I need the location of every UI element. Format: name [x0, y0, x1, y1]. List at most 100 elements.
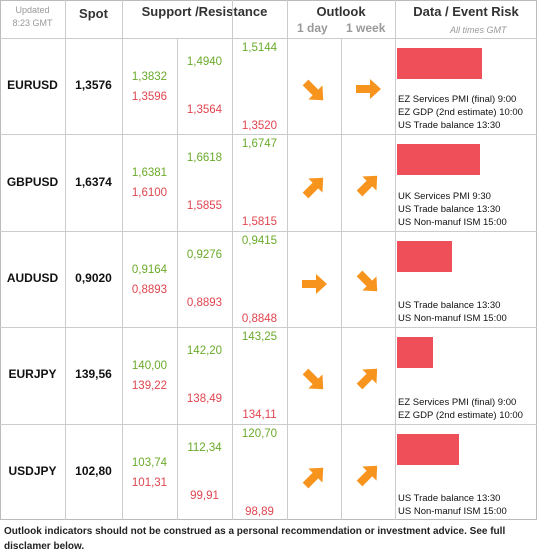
arrow-icon	[356, 368, 378, 390]
resistance-level: 1,4940	[186, 56, 223, 68]
support-level: 139,22	[131, 380, 168, 393]
levels-header: Support /Resistance	[141, 4, 268, 19]
event-list: US Trade balance 13:30 US Non-manuf ISM 1…	[398, 271, 536, 325]
column-line	[232, 0, 233, 520]
spot-value: 1,6374	[75, 174, 112, 189]
spot-header: Spot	[79, 6, 108, 21]
arrow-icon	[356, 176, 378, 197]
event-item: EZ Services PMI (final) 9:00	[398, 94, 517, 106]
event-list: EZ Services PMI (final) 9:00 EZ GDP (2nd …	[398, 78, 536, 132]
week-outlook-arrow	[347, 164, 389, 206]
support-level: 0,8893	[186, 296, 223, 309]
subcolumn-line	[341, 38, 342, 520]
arrow-icon	[356, 79, 381, 99]
spot-value: 139,56	[75, 367, 112, 382]
pair-label: EURJPY	[8, 367, 57, 382]
resistance-level: 143,25	[241, 331, 278, 344]
resistance-level: 103,74	[131, 456, 168, 469]
support-level: 101,31	[131, 476, 168, 489]
resistance-level: 1,6747	[241, 138, 278, 151]
pair-label: GBPUSD	[6, 174, 59, 189]
risk-bar	[397, 240, 452, 272]
event-list: UK Services PMI 9:30 US Trade balance 13:…	[398, 174, 536, 228]
column-line	[395, 0, 396, 520]
table-frame	[0, 0, 537, 520]
risk-bar	[397, 337, 434, 369]
row-line	[0, 230, 537, 232]
event-item: EZ GDP (2nd estimate) 10:00	[398, 107, 523, 119]
event-item: US Non-manuf ISM 15:00	[398, 216, 507, 228]
day-outlook-arrow	[293, 359, 335, 401]
day-outlook-arrow	[293, 70, 335, 112]
support-level: 134,11	[242, 409, 277, 422]
resistance-level: 142,20	[186, 345, 223, 358]
risk-header: Data / Event Risk	[413, 4, 519, 19]
support-level: 1,5815	[241, 216, 278, 229]
row-line	[0, 423, 537, 425]
support-level: 0,8848	[241, 312, 278, 325]
resistance-level: 140,00	[131, 360, 168, 373]
resistance-level: 120,70	[241, 427, 278, 440]
arrow-icon	[356, 270, 378, 291]
row-line	[0, 134, 537, 136]
subcolumn-line	[177, 38, 178, 520]
arrow-icon	[302, 368, 324, 390]
column-line	[122, 0, 123, 520]
support-level: 98,89	[245, 505, 274, 518]
column-line	[287, 0, 288, 520]
risk-bar	[397, 433, 459, 465]
times-note: All times GMT	[450, 25, 507, 35]
support-level: 1,3596	[131, 91, 168, 103]
event-item: US Non-manuf ISM 15:00	[398, 505, 507, 517]
resistance-level: 112,34	[187, 441, 222, 454]
support-level: 1,3564	[186, 104, 223, 116]
support-level: 1,6100	[131, 187, 168, 200]
day-outlook-arrow	[299, 269, 329, 299]
support-level: 1,3520	[241, 120, 278, 132]
resistance-level: 1,5144	[241, 42, 278, 54]
event-item: US Non-manuf ISM 15:00	[398, 313, 507, 325]
event-list: EZ Services PMI (final) 9:00 EZ GDP (2nd …	[398, 367, 536, 421]
arrow-icon	[302, 79, 324, 101]
outlook-header: Outlook	[316, 4, 366, 19]
event-list: US Trade balance 13:30 US Non-manuf ISM 1…	[398, 464, 536, 518]
resistance-level: 0,9164	[131, 263, 168, 276]
arrow-icon	[302, 178, 324, 199]
event-item: UK Services PMI 9:30	[398, 190, 491, 202]
pair-label: EURUSD	[7, 78, 58, 93]
spot-value: 102,80	[75, 463, 112, 478]
week-header: 1 week	[346, 21, 386, 35]
footer-note: Outlook indicators should not be constru…	[4, 526, 506, 552]
support-level: 99,91	[190, 489, 219, 502]
updated-label: Updated	[15, 5, 50, 15]
arrow-icon	[302, 467, 324, 488]
arrow-icon	[356, 465, 378, 486]
pair-label: AUDUSD	[6, 271, 59, 285]
arrow-icon	[302, 273, 327, 294]
week-outlook-arrow	[347, 357, 389, 399]
event-item: US Trade balance 13:30	[398, 492, 501, 504]
event-item: US Trade balance 13:30	[398, 203, 501, 215]
week-outlook-arrow	[353, 74, 383, 104]
column-line	[65, 0, 66, 520]
support-level: 1,5855	[186, 200, 223, 213]
resistance-level: 1,6618	[186, 152, 223, 165]
day-outlook-arrow	[293, 455, 335, 497]
risk-bar	[397, 144, 480, 176]
support-level: 138,49	[186, 393, 223, 406]
week-outlook-arrow	[347, 453, 389, 495]
risk-bar	[397, 48, 483, 79]
resistance-level: 0,9415	[241, 234, 278, 247]
pair-label: USDJPY	[8, 463, 57, 478]
event-item: US Trade balance 13:30	[398, 120, 501, 132]
day-header: 1 day	[297, 21, 328, 35]
resistance-level: 1,6381	[131, 167, 168, 180]
day-outlook-arrow	[293, 166, 335, 208]
row-line	[0, 38, 537, 39]
support-level: 0,8893	[131, 283, 168, 296]
spot-value: 0,9020	[75, 271, 112, 285]
resistance-level: 0,9276	[186, 248, 223, 261]
spot-value: 1,3576	[75, 78, 112, 93]
resistance-level: 1,3832	[131, 71, 168, 83]
